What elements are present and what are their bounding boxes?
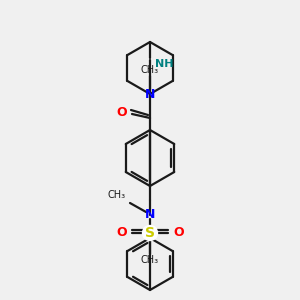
Text: O: O (116, 106, 127, 119)
Text: CH₃: CH₃ (141, 255, 159, 265)
Text: NH: NH (155, 59, 173, 69)
Text: O: O (116, 226, 127, 239)
Text: S: S (145, 226, 155, 240)
Text: CH₃: CH₃ (141, 65, 159, 75)
Text: O: O (173, 226, 184, 239)
Text: CH₃: CH₃ (108, 190, 126, 200)
Circle shape (142, 226, 158, 241)
Text: N: N (145, 88, 155, 100)
Text: N: N (145, 208, 155, 221)
